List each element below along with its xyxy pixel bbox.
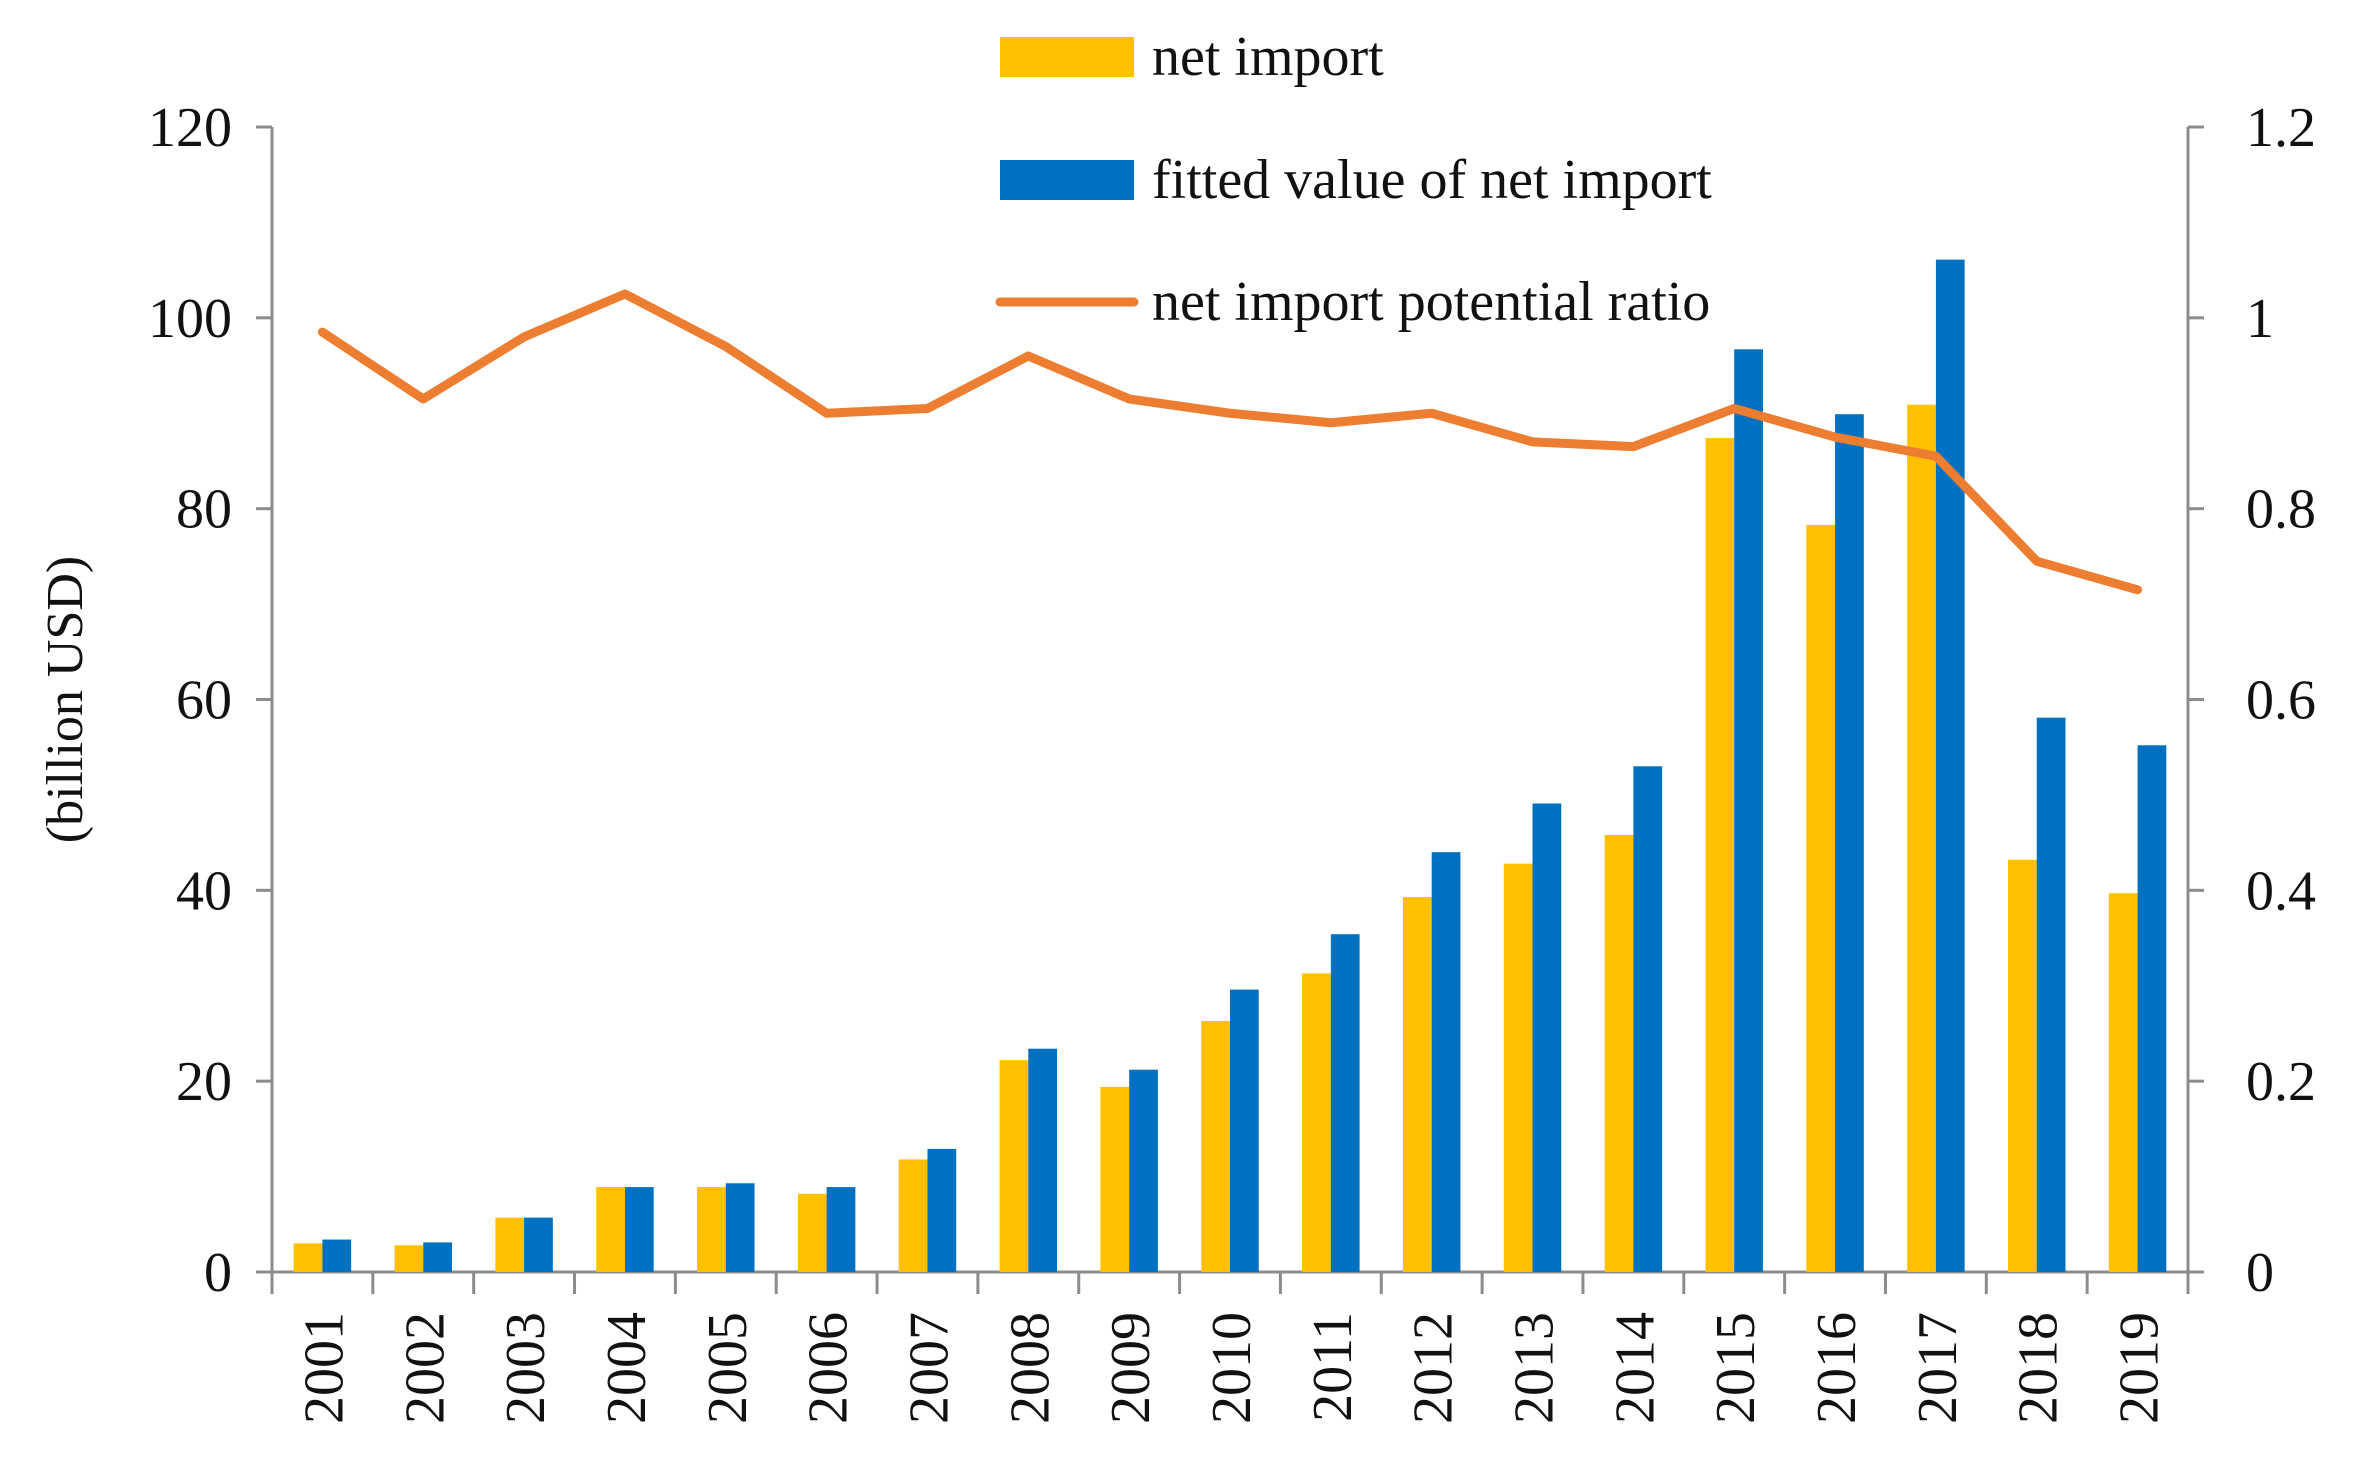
left-y-tick-label: 20: [176, 1051, 232, 1113]
legend-label-2: net import potential ratio: [1152, 271, 1710, 333]
right-y-tick-label: 1: [2246, 288, 2274, 350]
bar-fitted-value-of-net-import-2019: [2137, 745, 2167, 1272]
x-tick-label: 2011: [1302, 1312, 1364, 1422]
y-axis-title: (billion USD): [37, 556, 94, 843]
bar-fitted-value-of-net-import-2005: [725, 1183, 755, 1272]
bar-fitted-value-of-net-import-2001: [322, 1239, 352, 1272]
bar-net-import-2017: [1907, 404, 1936, 1273]
x-tick-label: 2005: [697, 1312, 759, 1424]
bar-fitted-value-of-net-import-2004: [624, 1187, 654, 1272]
right-y-tick-label: 0.4: [2246, 860, 2316, 922]
bar-net-import-2010: [1201, 1021, 1230, 1272]
legend-swatch-1: [1000, 160, 1134, 200]
bar-net-import-2006: [797, 1193, 827, 1272]
bar-net-import-2013: [1503, 863, 1533, 1272]
bar-net-import-2016: [1806, 524, 1836, 1272]
bar-fitted-value-of-net-import-2012: [1431, 852, 1461, 1272]
bar-fitted-value-of-net-import-2014: [1633, 766, 1663, 1272]
legend-label-0: net import: [1152, 26, 1384, 88]
left-y-tick-label: 60: [176, 670, 232, 732]
x-tick-label: 2007: [898, 1312, 960, 1424]
left-y-tick-label: 0: [204, 1242, 232, 1304]
bar-fitted-value-of-net-import-2010: [1230, 989, 1259, 1272]
bar-fitted-value-of-net-import-2006: [826, 1187, 856, 1272]
x-tick-label: 2010: [1201, 1312, 1263, 1424]
bar-net-import-2007: [898, 1159, 928, 1272]
x-tick-label: 2001: [293, 1312, 355, 1424]
bar-fitted-value-of-net-import-2016: [1835, 414, 1864, 1272]
bar-net-import-2008: [999, 1060, 1029, 1272]
bar-net-import-2014: [1604, 834, 1634, 1272]
left-y-tick-label: 40: [176, 860, 232, 922]
legend-swatch-0: [1000, 37, 1134, 77]
x-tick-label: 2013: [1504, 1312, 1566, 1424]
left-y-tick-label: 120: [148, 97, 232, 159]
x-tick-label: 2008: [999, 1312, 1061, 1424]
x-tick-label: 2003: [495, 1312, 557, 1424]
bar-net-import-2003: [495, 1217, 525, 1272]
right-y-tick-label: 0.8: [2246, 479, 2316, 541]
x-tick-label: 2019: [2109, 1312, 2171, 1424]
series-line-net-import-potential-ratio: [317, 289, 2143, 595]
bars-group: [293, 259, 2167, 1273]
bar-net-import-2005: [697, 1187, 726, 1272]
bar-fitted-value-of-net-import-2017: [1935, 259, 1965, 1273]
x-tick-label: 2004: [596, 1312, 658, 1424]
right-y-tick-label: 0.2: [2246, 1051, 2316, 1113]
bar-net-import-2004: [596, 1187, 625, 1272]
left-y-tick-label: 80: [176, 479, 232, 541]
bar-net-import-2012: [1402, 897, 1432, 1272]
line-group: [317, 289, 2143, 595]
bar-fitted-value-of-net-import-2009: [1129, 1069, 1158, 1272]
legend-label-1: fitted value of net import: [1152, 149, 1712, 211]
bar-fitted-value-of-net-import-2018: [2036, 717, 2066, 1272]
bar-fitted-value-of-net-import-2007: [927, 1148, 957, 1272]
bar-fitted-value-of-net-import-2011: [1330, 934, 1360, 1272]
bar-net-import-2011: [1302, 973, 1331, 1272]
x-tick-label: 2006: [798, 1312, 860, 1424]
bar-net-import-2015: [1705, 438, 1735, 1272]
x-tick-label: 2018: [2008, 1312, 2070, 1424]
bar-fitted-value-of-net-import-2008: [1028, 1048, 1058, 1272]
bar-net-import-2019: [2108, 893, 2138, 1272]
x-tick-label: 2017: [1907, 1312, 1969, 1424]
x-tick-label: 2002: [394, 1312, 456, 1424]
right-y-tick-label: 0: [2246, 1242, 2274, 1304]
bar-fitted-value-of-net-import-2002: [423, 1242, 453, 1272]
x-tick-label: 2016: [1806, 1312, 1868, 1424]
bar-fitted-value-of-net-import-2013: [1532, 803, 1562, 1272]
x-tick-label: 2009: [1100, 1312, 1162, 1424]
bar-net-import-2001: [293, 1243, 323, 1272]
bar-fitted-value-of-net-import-2015: [1734, 349, 1763, 1273]
x-tick-label: 2015: [1705, 1312, 1767, 1424]
legend: net import fitted value of net import net …: [995, 26, 1712, 333]
bar-net-import-2009: [1100, 1086, 1130, 1272]
x-tick-label: 2014: [1604, 1312, 1666, 1424]
bar-net-import-2018: [2007, 859, 2037, 1272]
bar-net-import-2002: [394, 1245, 424, 1272]
left-y-tick-label: 100: [148, 288, 232, 350]
bar-fitted-value-of-net-import-2003: [524, 1217, 553, 1272]
right-y-tick-label: 0.6: [2246, 670, 2316, 732]
right-y-tick-label: 1.2: [2246, 97, 2316, 159]
labels-group: 0 20 40 60 80 100 120 0 0.2 0.4 0.6 0.8 1 1.2 2001 2002…: [37, 97, 2316, 1424]
x-tick-label: 2012: [1403, 1312, 1465, 1424]
